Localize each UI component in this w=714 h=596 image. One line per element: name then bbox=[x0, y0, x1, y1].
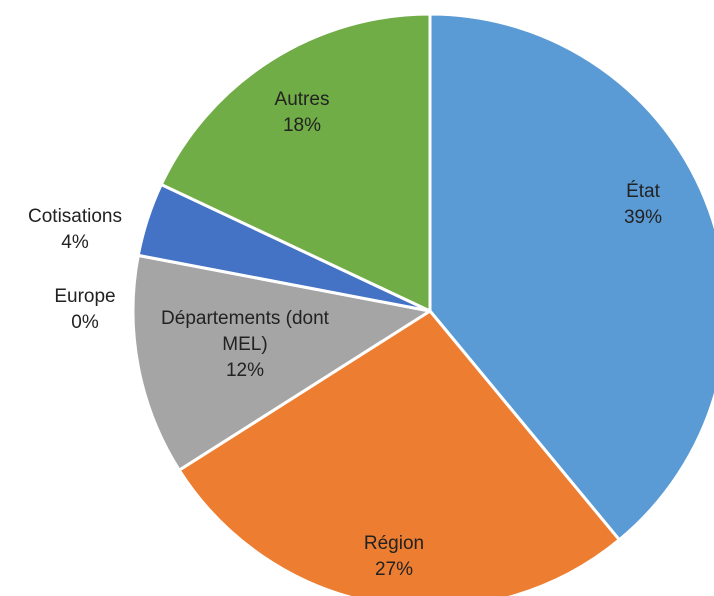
slice-value: 12% bbox=[225, 360, 265, 381]
slice-label: Autres 18% bbox=[202, 87, 402, 139]
pie-slice bbox=[159, 12, 432, 313]
slice-name: Cotisations bbox=[28, 206, 122, 227]
slice-value: 0% bbox=[71, 312, 99, 333]
pie-slice bbox=[428, 12, 714, 542]
slice-name: État bbox=[626, 181, 660, 202]
slice-value: 18% bbox=[282, 115, 322, 136]
pie-slice bbox=[131, 253, 432, 472]
slice-name: Départements (dont MEL) bbox=[161, 308, 329, 355]
slice-value: 39% bbox=[623, 207, 663, 228]
slice-name: Région bbox=[363, 533, 425, 554]
slice-label: Cotisations 4% bbox=[0, 204, 175, 256]
slice-label: Région 27% bbox=[294, 531, 494, 583]
slice-name: Europe bbox=[54, 286, 116, 307]
slice-label: Départements (dont MEL) 12% bbox=[145, 306, 345, 384]
slice-value: 27% bbox=[374, 559, 414, 580]
pie-slice bbox=[177, 309, 621, 596]
slice-label: État 39% bbox=[543, 179, 714, 231]
slice-label: Europe 0% bbox=[0, 284, 185, 336]
slice-value: 4% bbox=[61, 232, 89, 253]
slice-name: Autres bbox=[274, 89, 330, 110]
